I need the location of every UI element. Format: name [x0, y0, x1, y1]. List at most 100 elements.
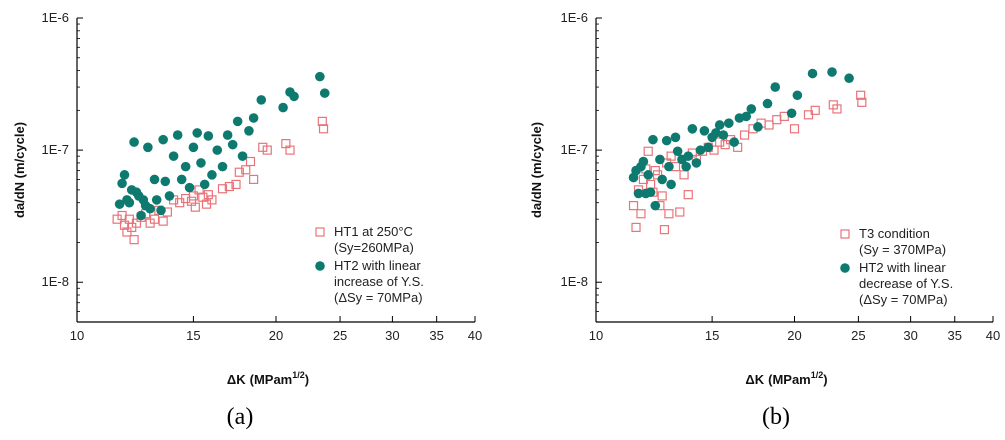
data-point — [661, 135, 672, 146]
data-point — [714, 120, 725, 130]
data-point — [664, 209, 674, 219]
data-point — [729, 137, 739, 147]
x-tick-label: 40 — [986, 328, 1000, 343]
data-point — [650, 200, 661, 211]
data-point — [199, 179, 210, 190]
data-point — [648, 134, 658, 145]
data-point — [681, 161, 691, 172]
data-point — [129, 137, 139, 147]
data-point — [691, 158, 702, 168]
x-tick-label: 15 — [705, 328, 719, 343]
legend-label: (Sy = 370MPa) — [859, 242, 946, 257]
data-point — [789, 124, 800, 134]
data-point — [746, 104, 757, 114]
data-point — [143, 142, 153, 153]
data-point — [655, 154, 665, 165]
data-point — [131, 218, 142, 228]
data-point — [124, 197, 135, 208]
data-point — [217, 184, 228, 194]
data-point — [810, 105, 820, 115]
data-point — [844, 73, 854, 84]
data-point — [711, 128, 721, 138]
data-point — [631, 222, 641, 233]
data-point — [628, 201, 639, 211]
data-point — [224, 181, 234, 192]
data-point — [241, 165, 251, 175]
panel-caption: (a) — [227, 404, 254, 430]
data-point — [762, 98, 773, 109]
data-point — [683, 151, 694, 161]
data-point — [807, 68, 818, 79]
data-point — [192, 128, 203, 138]
data-point — [764, 120, 774, 130]
legend-label: (Sy=260MPa) — [334, 240, 414, 255]
data-point — [636, 209, 646, 219]
data-point — [231, 179, 241, 190]
data-point — [207, 195, 217, 205]
data-point — [857, 97, 867, 107]
data-point — [683, 190, 693, 200]
data-point — [319, 88, 330, 98]
data-point — [117, 178, 127, 189]
data-point — [666, 179, 676, 190]
data-point — [234, 167, 244, 177]
x-axis-title: ΔK (MPam1/2) — [227, 370, 309, 387]
data-point — [285, 145, 295, 155]
data-point — [158, 134, 168, 145]
x-tick-label: 10 — [70, 328, 84, 343]
x-tick-label: 20 — [269, 328, 283, 343]
data-point — [151, 195, 162, 205]
data-point — [172, 130, 183, 140]
series-1 — [112, 116, 329, 245]
data-point — [703, 142, 714, 153]
data-point — [675, 207, 685, 217]
chart-panel-a: 1E-8 1E-7 1E-6 10 15 20 25 30 35 40 ΔK (MPam1/2) da/… — [12, 10, 482, 430]
data-point — [203, 131, 214, 141]
data-point — [666, 151, 676, 161]
data-point — [772, 115, 782, 125]
data-point — [315, 71, 325, 82]
data-point — [256, 95, 267, 105]
data-point — [222, 130, 233, 140]
data-point — [212, 145, 223, 155]
data-point — [739, 130, 750, 140]
data-point — [741, 111, 752, 122]
data-point — [670, 132, 681, 143]
y-tick-label: 1E-8 — [561, 274, 588, 289]
x-tick-label: 20 — [787, 328, 801, 343]
data-point — [856, 90, 866, 100]
data-point — [638, 156, 649, 167]
data-point — [687, 123, 698, 134]
x-axis-title: ΔK (MPam1/2) — [745, 370, 827, 387]
data-point — [207, 170, 217, 180]
panel-caption: (b) — [762, 404, 790, 430]
legend-label: HT2 with linear — [859, 260, 946, 275]
data-point — [196, 158, 206, 168]
data-point — [156, 205, 166, 216]
data-point — [317, 116, 327, 126]
data-point — [262, 145, 272, 155]
y-tick-label: 1E-6 — [42, 10, 69, 25]
series-2 — [114, 71, 330, 221]
data-point — [792, 90, 803, 101]
data-point — [770, 82, 781, 92]
y-tick-label: 1E-6 — [561, 10, 588, 25]
legend-label: increase of Y.S. — [334, 274, 424, 289]
y-tick-label: 1E-8 — [42, 274, 69, 289]
legend-marker — [840, 229, 850, 239]
data-point — [114, 199, 125, 209]
y-axis-title: da/dN (m/cycle) — [12, 122, 27, 218]
data-point — [753, 122, 763, 132]
legend: T3 condition(Sy = 370MPa) HT2 with linear… — [840, 226, 953, 307]
data-point — [245, 156, 256, 167]
data-point — [664, 161, 674, 172]
y-tick-label: 1E-7 — [561, 142, 588, 157]
data-point — [679, 170, 689, 180]
data-point — [149, 174, 160, 185]
data-point — [160, 176, 171, 187]
legend-label: HT1 at 250°C — [334, 224, 413, 239]
data-point — [217, 161, 228, 172]
data-point — [643, 146, 653, 156]
x-tick-label: 35 — [429, 328, 443, 343]
